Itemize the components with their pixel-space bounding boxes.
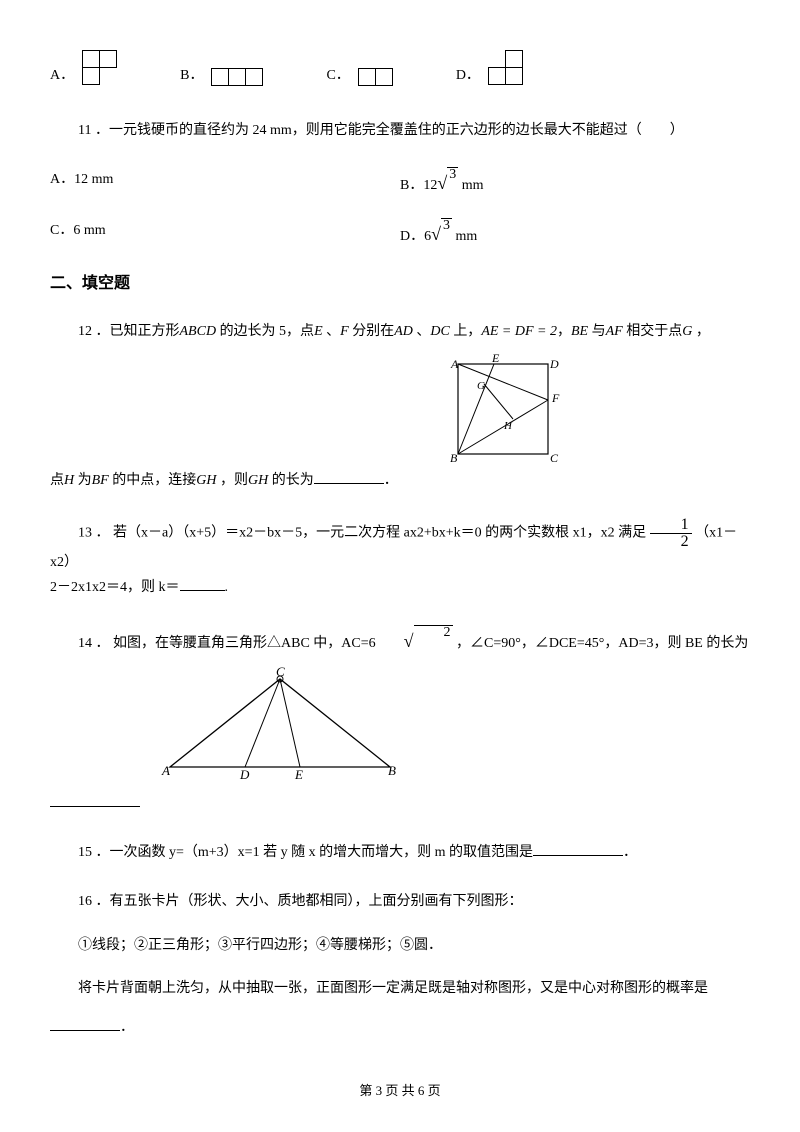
q10-opt-c: C． — [326, 63, 395, 88]
q11-d: D．6√3 mm — [400, 218, 750, 250]
q13-line2: 2－2x1x2＝4，则 k＝. — [50, 575, 750, 600]
blank — [533, 842, 623, 856]
sqrt-icon: √2 — [376, 625, 453, 657]
q11-b: B．12√3 mm — [400, 167, 750, 199]
page-footer: 第 3 页 共 6 页 — [50, 1079, 750, 1102]
q10-opt-d: D． — [456, 50, 526, 88]
q11-b-prefix: B．12 — [400, 178, 437, 193]
q13-line1: 13 ． 若（x－a）（x+5）＝x2－bx－5，一元二次方程 ax2+bx+k… — [50, 517, 750, 575]
svg-text:E: E — [294, 767, 303, 782]
q11-b-suffix: mm — [458, 178, 483, 193]
q11-d-suffix: mm — [452, 229, 477, 244]
q16-line3: 将卡片背面朝上洗匀，从中抽取一张，正面图形一定满足既是轴对称图形，又是中心对称图… — [50, 976, 750, 1001]
q11-choices-row1: A．12 mm B．12√3 mm — [50, 167, 750, 199]
blank — [314, 470, 384, 484]
opt-label-c: C． — [326, 63, 349, 88]
q11-choices-row2: C．6 mm D．6√3 mm — [50, 218, 750, 250]
svg-text:D: D — [239, 767, 250, 782]
shape-c — [358, 68, 396, 88]
q12-line1: 12 ．已知正方形ABCD 的边长为 5，点E 、F 分别在AD 、DC 上，A… — [50, 319, 750, 344]
svg-text:D: D — [549, 357, 559, 371]
triangle-diagram-icon: A B C D E — [150, 667, 410, 782]
blank — [50, 793, 140, 807]
q11-c: C．6 mm — [50, 218, 400, 250]
svg-text:A: A — [450, 357, 459, 371]
svg-text:G: G — [477, 380, 485, 392]
svg-text:F: F — [551, 391, 560, 405]
svg-text:B: B — [388, 763, 396, 778]
q16: 16 ．有五张卡片（形状、大小、质地都相同），上面分别画有下列图形： ①线段；②… — [50, 889, 750, 1040]
geometry-diagram-icon: A D B C E F G H — [428, 354, 578, 474]
fraction: 12 — [650, 517, 692, 550]
q11-d-prefix: D．6 — [400, 229, 431, 244]
q16-line1: 16 ．有五张卡片（形状、大小、质地都相同），上面分别画有下列图形： — [50, 889, 750, 914]
shape-b — [211, 68, 266, 88]
svg-text:C: C — [550, 451, 559, 465]
section-2-title: 二、填空题 — [50, 270, 750, 299]
opt-label-b: B． — [180, 63, 203, 88]
q13: 13 ． 若（x－a）（x+5）＝x2－bx－5，一元二次方程 ax2+bx+k… — [50, 517, 750, 600]
q14-figure: A B C D E — [150, 667, 750, 791]
svg-text:B: B — [450, 451, 458, 465]
svg-text:E: E — [491, 354, 500, 365]
q16-line2: ①线段；②正三角形；③平行四边形；④等腰梯形；⑤圆． — [50, 933, 750, 958]
q15: 15 ．一次函数 y=（m+3）x=1 若 y 随 x 的增大而增大，则 m 的… — [50, 840, 750, 865]
q12-figure: A D B C E F G H — [428, 354, 578, 483]
q11-text: 11 ．一元钱硬币的直径约为 24 mm，则用它能完全覆盖住的正六边形的边长最大… — [50, 118, 750, 143]
q16-line4: ． — [50, 1015, 750, 1040]
svg-text:C: C — [276, 667, 285, 679]
shape-a — [82, 50, 120, 88]
q12-line2: 点H 为BF 的中点，连接GH ，则GH 的长为． — [50, 468, 398, 493]
q14: 14 ． 如图，在等腰直角三角形△ABC 中，AC=6√2 ，∠C=90°，∠D… — [50, 625, 750, 817]
shape-d — [488, 50, 526, 88]
svg-text:H: H — [503, 420, 513, 432]
sqrt-icon: √3 — [431, 218, 452, 250]
q12: 12 ．已知正方形ABCD 的边长为 5，点E 、F 分别在AD 、DC 上，A… — [50, 319, 750, 493]
sqrt-icon: √3 — [437, 167, 458, 199]
q11-a: A．12 mm — [50, 167, 400, 199]
svg-text:A: A — [161, 763, 170, 778]
q10-opt-b: B． — [180, 63, 266, 88]
q10-options: A． B． C． D． — [50, 50, 750, 88]
opt-label-a: A． — [50, 63, 74, 88]
q10-opt-a: A． — [50, 50, 120, 88]
blank — [50, 1017, 120, 1031]
q14-line1: 14 ． 如图，在等腰直角三角形△ABC 中，AC=6√2 ，∠C=90°，∠D… — [50, 625, 750, 657]
blank — [180, 577, 225, 591]
opt-label-d: D． — [456, 63, 480, 88]
